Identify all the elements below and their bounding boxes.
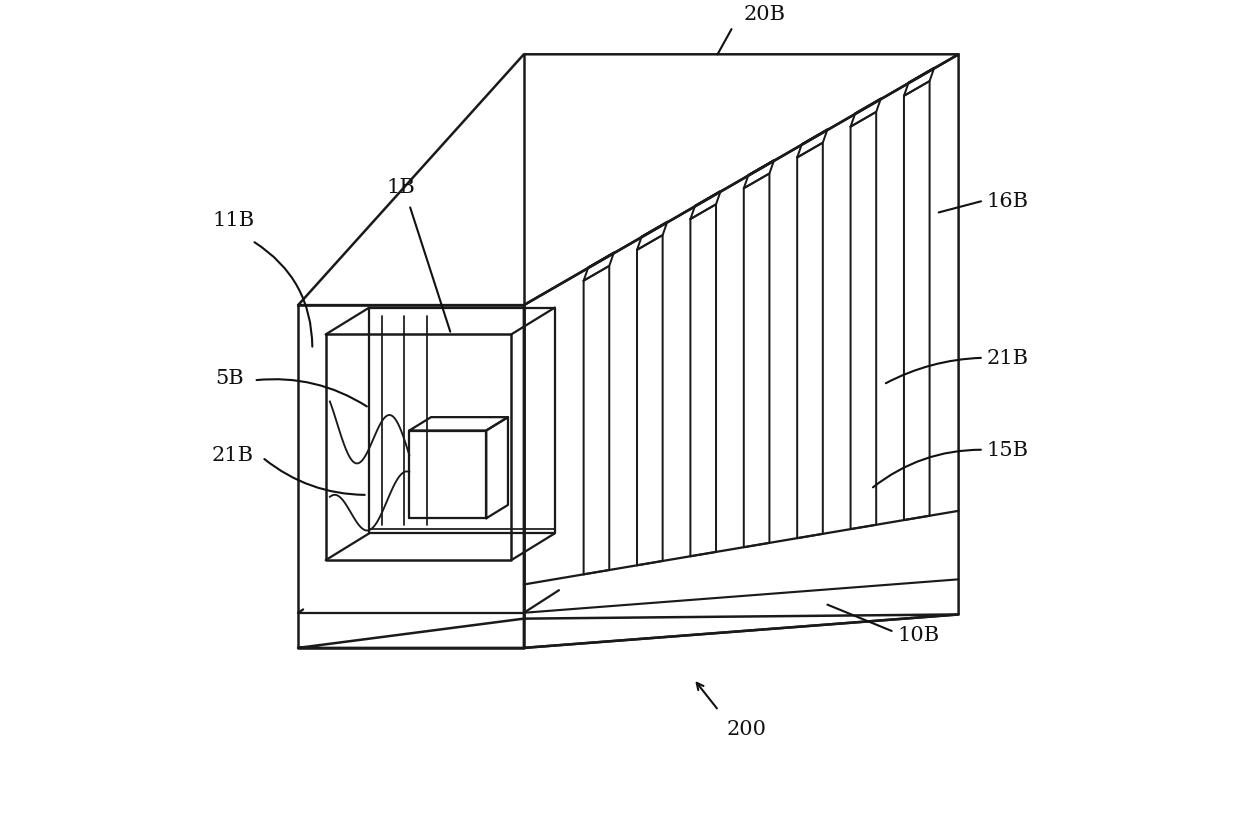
Text: 10B: 10B [898, 625, 940, 645]
Text: 15B: 15B [986, 441, 1028, 460]
Text: 16B: 16B [986, 192, 1028, 211]
Text: 200: 200 [727, 719, 768, 738]
Text: 1B: 1B [387, 178, 415, 197]
Text: 20B: 20B [744, 5, 786, 24]
Text: 21B: 21B [212, 446, 254, 465]
Text: 5B: 5B [216, 369, 244, 388]
Text: 11B: 11B [213, 211, 254, 230]
Text: 21B: 21B [986, 349, 1028, 368]
